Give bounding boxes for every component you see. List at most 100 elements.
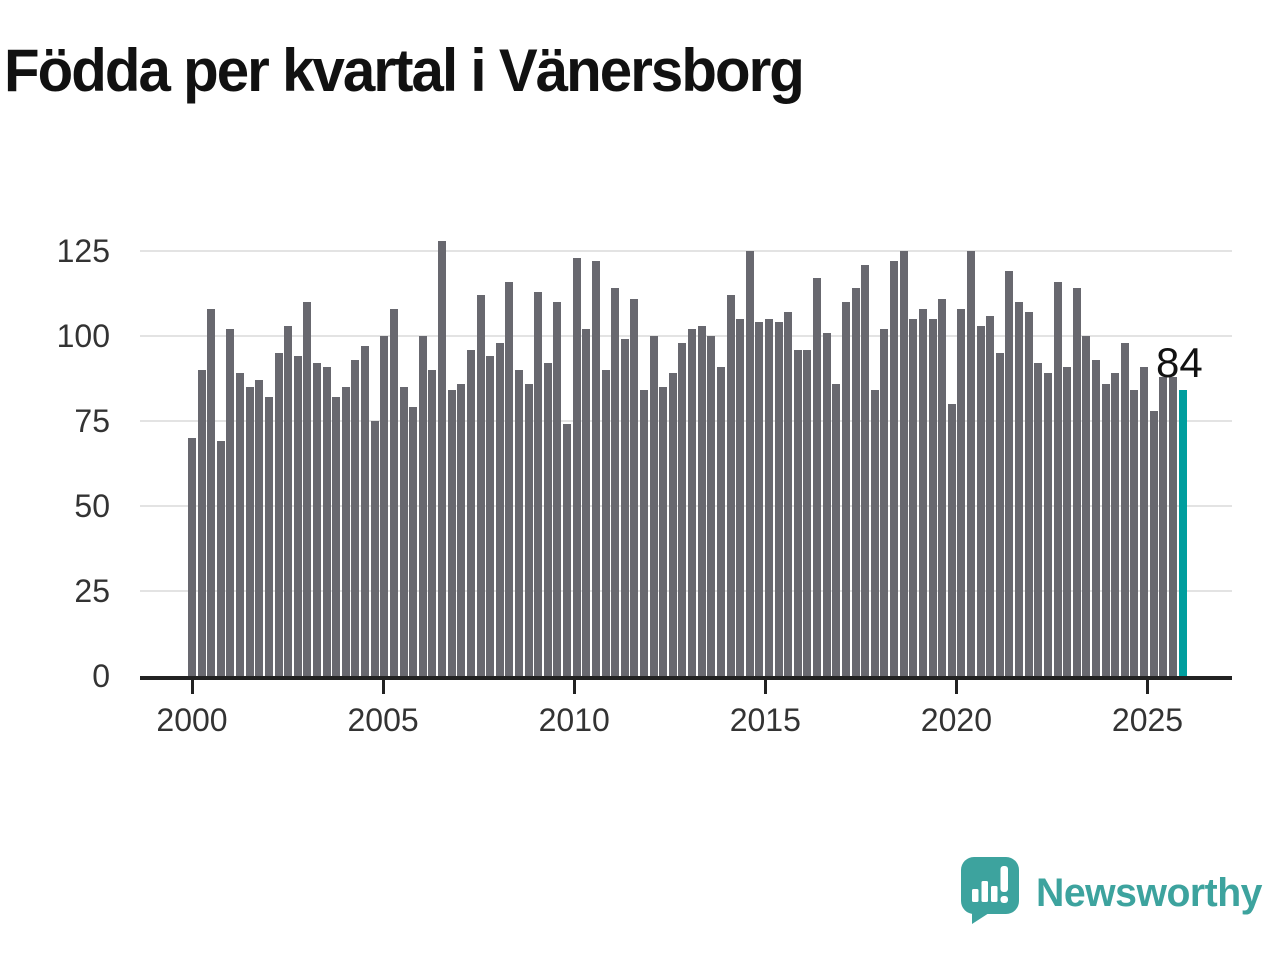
bar-quarter <box>803 350 812 676</box>
bar-quarter <box>1091 360 1100 676</box>
bar-quarter <box>514 370 523 676</box>
bar-quarter <box>822 333 831 676</box>
bar-quarter <box>236 373 245 676</box>
bar-quarter <box>245 387 254 676</box>
bar-quarter <box>543 363 552 676</box>
bar-quarter <box>938 299 947 676</box>
x-axis-tick-2025 <box>1146 676 1149 694</box>
bar-quarter <box>1024 312 1033 676</box>
x-axis-line <box>140 676 1232 680</box>
bar-quarter <box>620 339 629 676</box>
bar-quarter <box>438 241 447 676</box>
bar-quarter <box>1111 373 1120 676</box>
x-axis-label-2015: 2015 <box>729 702 801 738</box>
gridline-y-125 <box>140 250 1232 252</box>
bar-quarter <box>1053 282 1062 676</box>
bar-quarter <box>639 390 648 676</box>
bar-quarter <box>476 295 485 676</box>
bar-quarter <box>591 261 600 676</box>
bar-quarter <box>659 387 668 676</box>
bar-quarter <box>226 329 235 676</box>
bar-quarter <box>495 343 504 676</box>
x-axis-label-2025: 2025 <box>1111 702 1184 738</box>
bar-quarter <box>216 441 225 676</box>
bar-quarter <box>1034 363 1043 676</box>
x-axis-tick-2015 <box>763 676 767 694</box>
bar-quarter <box>553 302 562 676</box>
bar-quarter <box>611 288 620 676</box>
bar-quarter <box>428 370 437 676</box>
bar-quarter <box>409 407 418 676</box>
bar-quarter <box>678 343 687 676</box>
x-axis-tick-2000 <box>190 676 194 694</box>
bar-quarter <box>563 424 572 676</box>
bar-quarter <box>774 322 783 676</box>
x-axis-tick-2020 <box>954 676 958 694</box>
x-axis-label-2020: 2020 <box>920 702 992 738</box>
bar-quarter <box>726 295 735 676</box>
bar-highlight-latest-quarter <box>1178 390 1187 676</box>
bar-quarter <box>957 309 966 676</box>
bar-quarter <box>793 350 802 676</box>
bar-quarter <box>947 404 956 676</box>
bar-quarter <box>1130 390 1139 676</box>
bar-quarter <box>582 329 591 676</box>
bar-quarter <box>361 346 370 676</box>
bar-quarter <box>745 251 754 676</box>
bar-quarter <box>1005 271 1014 676</box>
bar-quarter <box>765 319 774 676</box>
bar-quarter <box>370 421 379 676</box>
bar-quarter <box>505 282 514 676</box>
bar-quarter <box>274 353 283 676</box>
bar-quarter <box>813 278 822 676</box>
x-axis-label-2000: 2000 <box>156 702 228 738</box>
bar-quarter <box>707 336 716 676</box>
bar-quarter <box>668 373 677 676</box>
bar-quarter <box>351 360 360 676</box>
newsworthy-bubble-chart-icon <box>960 856 1022 931</box>
bar-quarter <box>1072 288 1081 676</box>
x-axis-label-2010: 2010 <box>538 702 610 738</box>
bar-quarter <box>890 261 899 676</box>
bar-quarter <box>1140 367 1149 676</box>
bar-quarter <box>457 384 466 676</box>
bar-quarter <box>1082 336 1091 676</box>
bar-quarter <box>486 356 495 676</box>
bar-quarter <box>255 380 264 676</box>
bar-quarter <box>841 302 850 676</box>
gridline-y-100 <box>140 335 1232 337</box>
bar-quarter <box>322 367 331 676</box>
y-axis-label-25: 25 <box>74 573 110 609</box>
newsworthy-logo: Newsworthy <box>960 856 1270 931</box>
bar-quarter <box>207 309 216 676</box>
bar-quarter <box>688 329 697 676</box>
newsworthy-wordmark: Newsworthy <box>1036 870 1262 915</box>
x-axis-label-2005: 2005 <box>347 702 419 738</box>
x-axis-tick-2010 <box>572 676 576 694</box>
bar-quarter <box>1120 343 1129 676</box>
bar-quarter <box>861 265 870 676</box>
bar-quarter <box>630 299 639 676</box>
bar-quarter <box>418 336 427 676</box>
bar-quarter <box>697 326 706 676</box>
bar-quarter <box>197 370 206 676</box>
bar-quarter <box>1168 377 1177 676</box>
latest-value-label: 84 <box>1156 339 1203 386</box>
bar-quarter <box>399 387 408 676</box>
bar-quarter <box>909 319 918 676</box>
bar-quarter <box>966 251 975 676</box>
bar-quarter <box>332 397 341 676</box>
bar-quarter <box>389 309 398 676</box>
bar-quarter <box>293 356 302 676</box>
bar-quarter <box>716 367 725 676</box>
bar-quarter <box>1043 373 1052 676</box>
bar-quarter <box>851 288 860 676</box>
bar-quarter <box>649 336 658 676</box>
x-axis-tick-2005 <box>381 676 385 694</box>
bar-quarter <box>466 350 475 676</box>
bar-quarter <box>832 384 841 676</box>
y-axis-label-0: 0 <box>92 658 110 694</box>
bar-quarter <box>880 329 889 676</box>
bar-quarter <box>899 251 908 676</box>
